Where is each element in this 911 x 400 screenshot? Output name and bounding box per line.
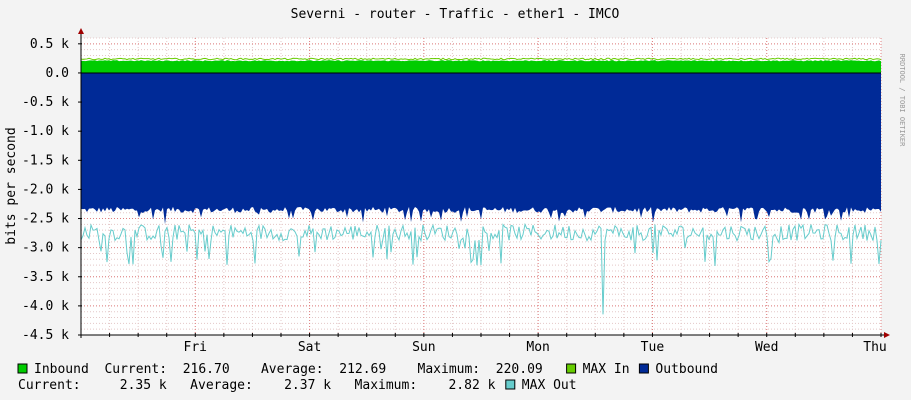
x-tick-label: Mon [526, 340, 549, 355]
y-tick-label: -2.5 k [22, 212, 69, 227]
x-tick-label: Fri [184, 340, 207, 355]
legend-entry-outbound: Outbound [655, 362, 718, 377]
legend-swatch-max-out [505, 379, 516, 390]
x-tick-label: Thu [863, 340, 886, 355]
y-tick-labels: 0.5 k 0.0 -0.5 k -1.0 k -1.5 k -2.0 k -2.5 k -3… [22, 37, 69, 343]
x-tick-label: Sun [412, 340, 435, 355]
y-tick-label: -1.5 k [22, 153, 69, 168]
legend-swatch-outbound [638, 363, 649, 374]
legend-entry-inbound: Inbound Current: 216.70 Average: 212.69 … [34, 362, 558, 377]
legend-swatch-max-in [566, 363, 577, 374]
y-tick-label: 0.0 [46, 66, 69, 81]
legend: Inbound Current: 216.70 Average: 212.69 … [17, 362, 718, 393]
series-area-inbound [81, 60, 881, 73]
x-tick-label: Tue [641, 340, 665, 355]
legend-swatch-inbound [17, 363, 28, 374]
legend-entry-max-out: MAX Out [522, 378, 577, 393]
y-axis-label: bits per second [4, 127, 19, 244]
y-tick-label: -1.0 k [22, 124, 69, 139]
legend-entry-max-in: MAX In [583, 362, 630, 377]
y-tick-label: -4.5 k [22, 328, 69, 343]
legend-outbound-stats: Current: 2.35 k Average: 2.37 k Maximum:… [18, 378, 496, 393]
y-tick-label: -4.0 k [22, 299, 69, 314]
x-axis-arrow [884, 332, 890, 338]
axes [78, 28, 890, 338]
watermark: RRDTOOL / TOBI OETIKER [898, 54, 906, 148]
y-tick-label: -2.0 k [22, 182, 69, 197]
chart-title: Severni - router - Traffic - ether1 - IM… [291, 7, 620, 22]
x-tick-labels: Fri Sat Sun Mon Tue Wed Thu [184, 340, 887, 355]
y-tick-label: -3.5 k [22, 270, 69, 285]
y-tick-label: -3.0 k [22, 241, 69, 256]
y-tick-label: -0.5 k [22, 95, 69, 110]
y-axis-arrow [78, 28, 84, 34]
x-tick-label: Wed [755, 340, 778, 355]
x-tick-label: Sat [298, 340, 321, 355]
y-tick-label: 0.5 k [30, 37, 69, 52]
series-line-max-in [80, 57, 882, 61]
series-line-max-out [80, 222, 882, 315]
series-layer [80, 57, 882, 315]
series-area-outbound [81, 72, 881, 225]
